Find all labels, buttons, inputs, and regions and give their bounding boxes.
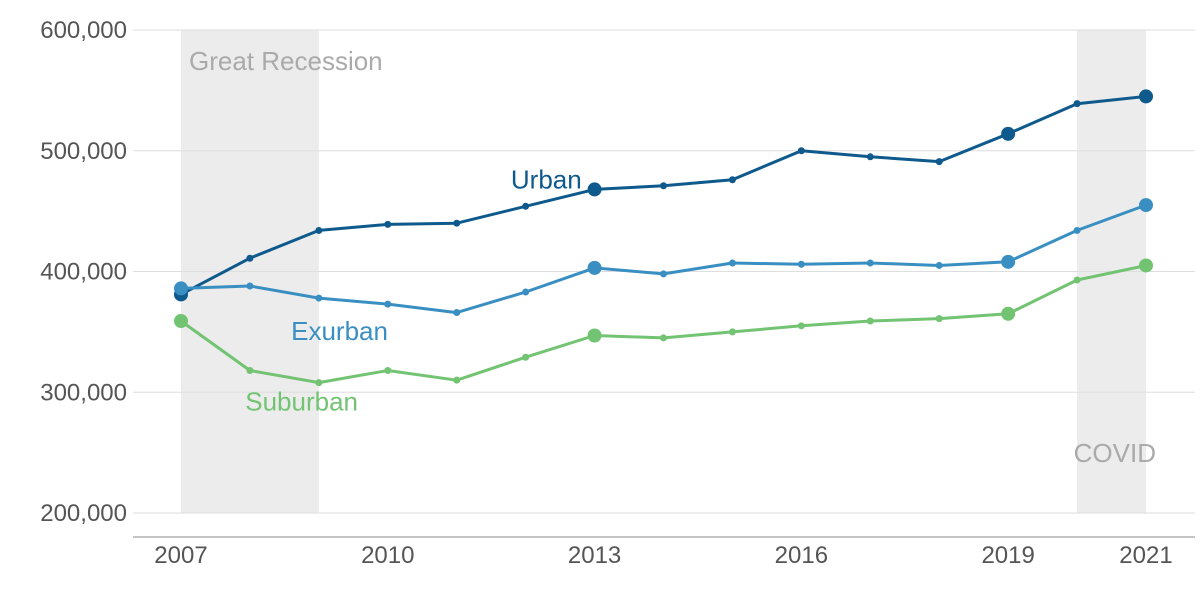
data-point <box>728 176 736 184</box>
data-point <box>453 309 461 317</box>
data-point <box>384 367 392 375</box>
x-tick-label: 2019 <box>981 542 1034 569</box>
data-point <box>315 379 323 387</box>
y-tick-label: 200,000 <box>40 500 127 527</box>
data-point-large <box>1139 89 1153 104</box>
data-point <box>246 254 254 262</box>
data-point-large <box>587 182 602 197</box>
data-point-large <box>1001 306 1016 321</box>
data-point <box>384 300 392 308</box>
data-point <box>866 317 874 325</box>
data-point <box>797 147 805 155</box>
data-point <box>246 367 254 375</box>
gridlines <box>133 29 1195 514</box>
data-point <box>935 158 943 166</box>
data-point <box>522 288 530 296</box>
data-point-large <box>174 314 188 329</box>
series-line <box>180 94 1147 296</box>
series-label: Exurban <box>291 316 388 346</box>
data-point-large <box>1139 198 1153 213</box>
data-point <box>384 220 392 228</box>
data-point <box>660 270 667 278</box>
data-point-large <box>587 260 602 275</box>
data-point <box>728 328 736 336</box>
data-point <box>522 202 530 210</box>
x-tick-label: 2016 <box>775 542 828 569</box>
y-axis: 200,000 300,000 400,000 500,000 600,000 <box>40 17 127 527</box>
y-tick-label: 600,000 <box>40 17 127 44</box>
shaded-period-label: Great Recession <box>189 46 383 76</box>
x-tick-label: 2021 <box>1119 542 1172 569</box>
data-point <box>1073 100 1081 108</box>
data-point-large <box>1001 254 1016 269</box>
data-point <box>797 322 805 330</box>
data-point <box>315 226 323 234</box>
series-line <box>180 203 1147 315</box>
data-point <box>522 353 530 361</box>
data-point <box>660 334 667 342</box>
series-label: Suburban <box>245 387 358 417</box>
x-tick-label: 2007 <box>154 542 207 569</box>
data-point <box>246 282 254 290</box>
x-axis: 2007 2010 2013 2016 2019 2021 <box>133 536 1195 569</box>
series-labels: Urban Exurban Suburban <box>245 164 581 416</box>
data-point <box>660 182 667 190</box>
data-point <box>453 219 461 227</box>
data-point-large <box>1001 126 1016 141</box>
series-lines <box>174 89 1153 387</box>
data-point-large <box>1139 258 1153 273</box>
y-tick-label: 300,000 <box>40 379 127 406</box>
series-label: Urban <box>511 164 582 194</box>
data-point <box>935 315 943 323</box>
data-point <box>797 260 805 268</box>
y-tick-label: 400,000 <box>40 259 127 286</box>
data-point <box>453 376 461 384</box>
y-tick-label: 500,000 <box>40 138 127 165</box>
data-point <box>866 259 874 267</box>
shaded-period-label: COVID <box>1074 438 1156 468</box>
data-point <box>866 153 874 161</box>
data-point <box>315 294 323 302</box>
data-point <box>1073 276 1081 284</box>
data-point <box>935 261 943 269</box>
data-point <box>1073 226 1081 234</box>
data-point <box>728 259 736 267</box>
x-tick-label: 2010 <box>361 542 414 569</box>
data-point-large <box>587 328 602 343</box>
x-tick-label: 2013 <box>568 542 621 569</box>
data-point-large <box>174 281 188 296</box>
